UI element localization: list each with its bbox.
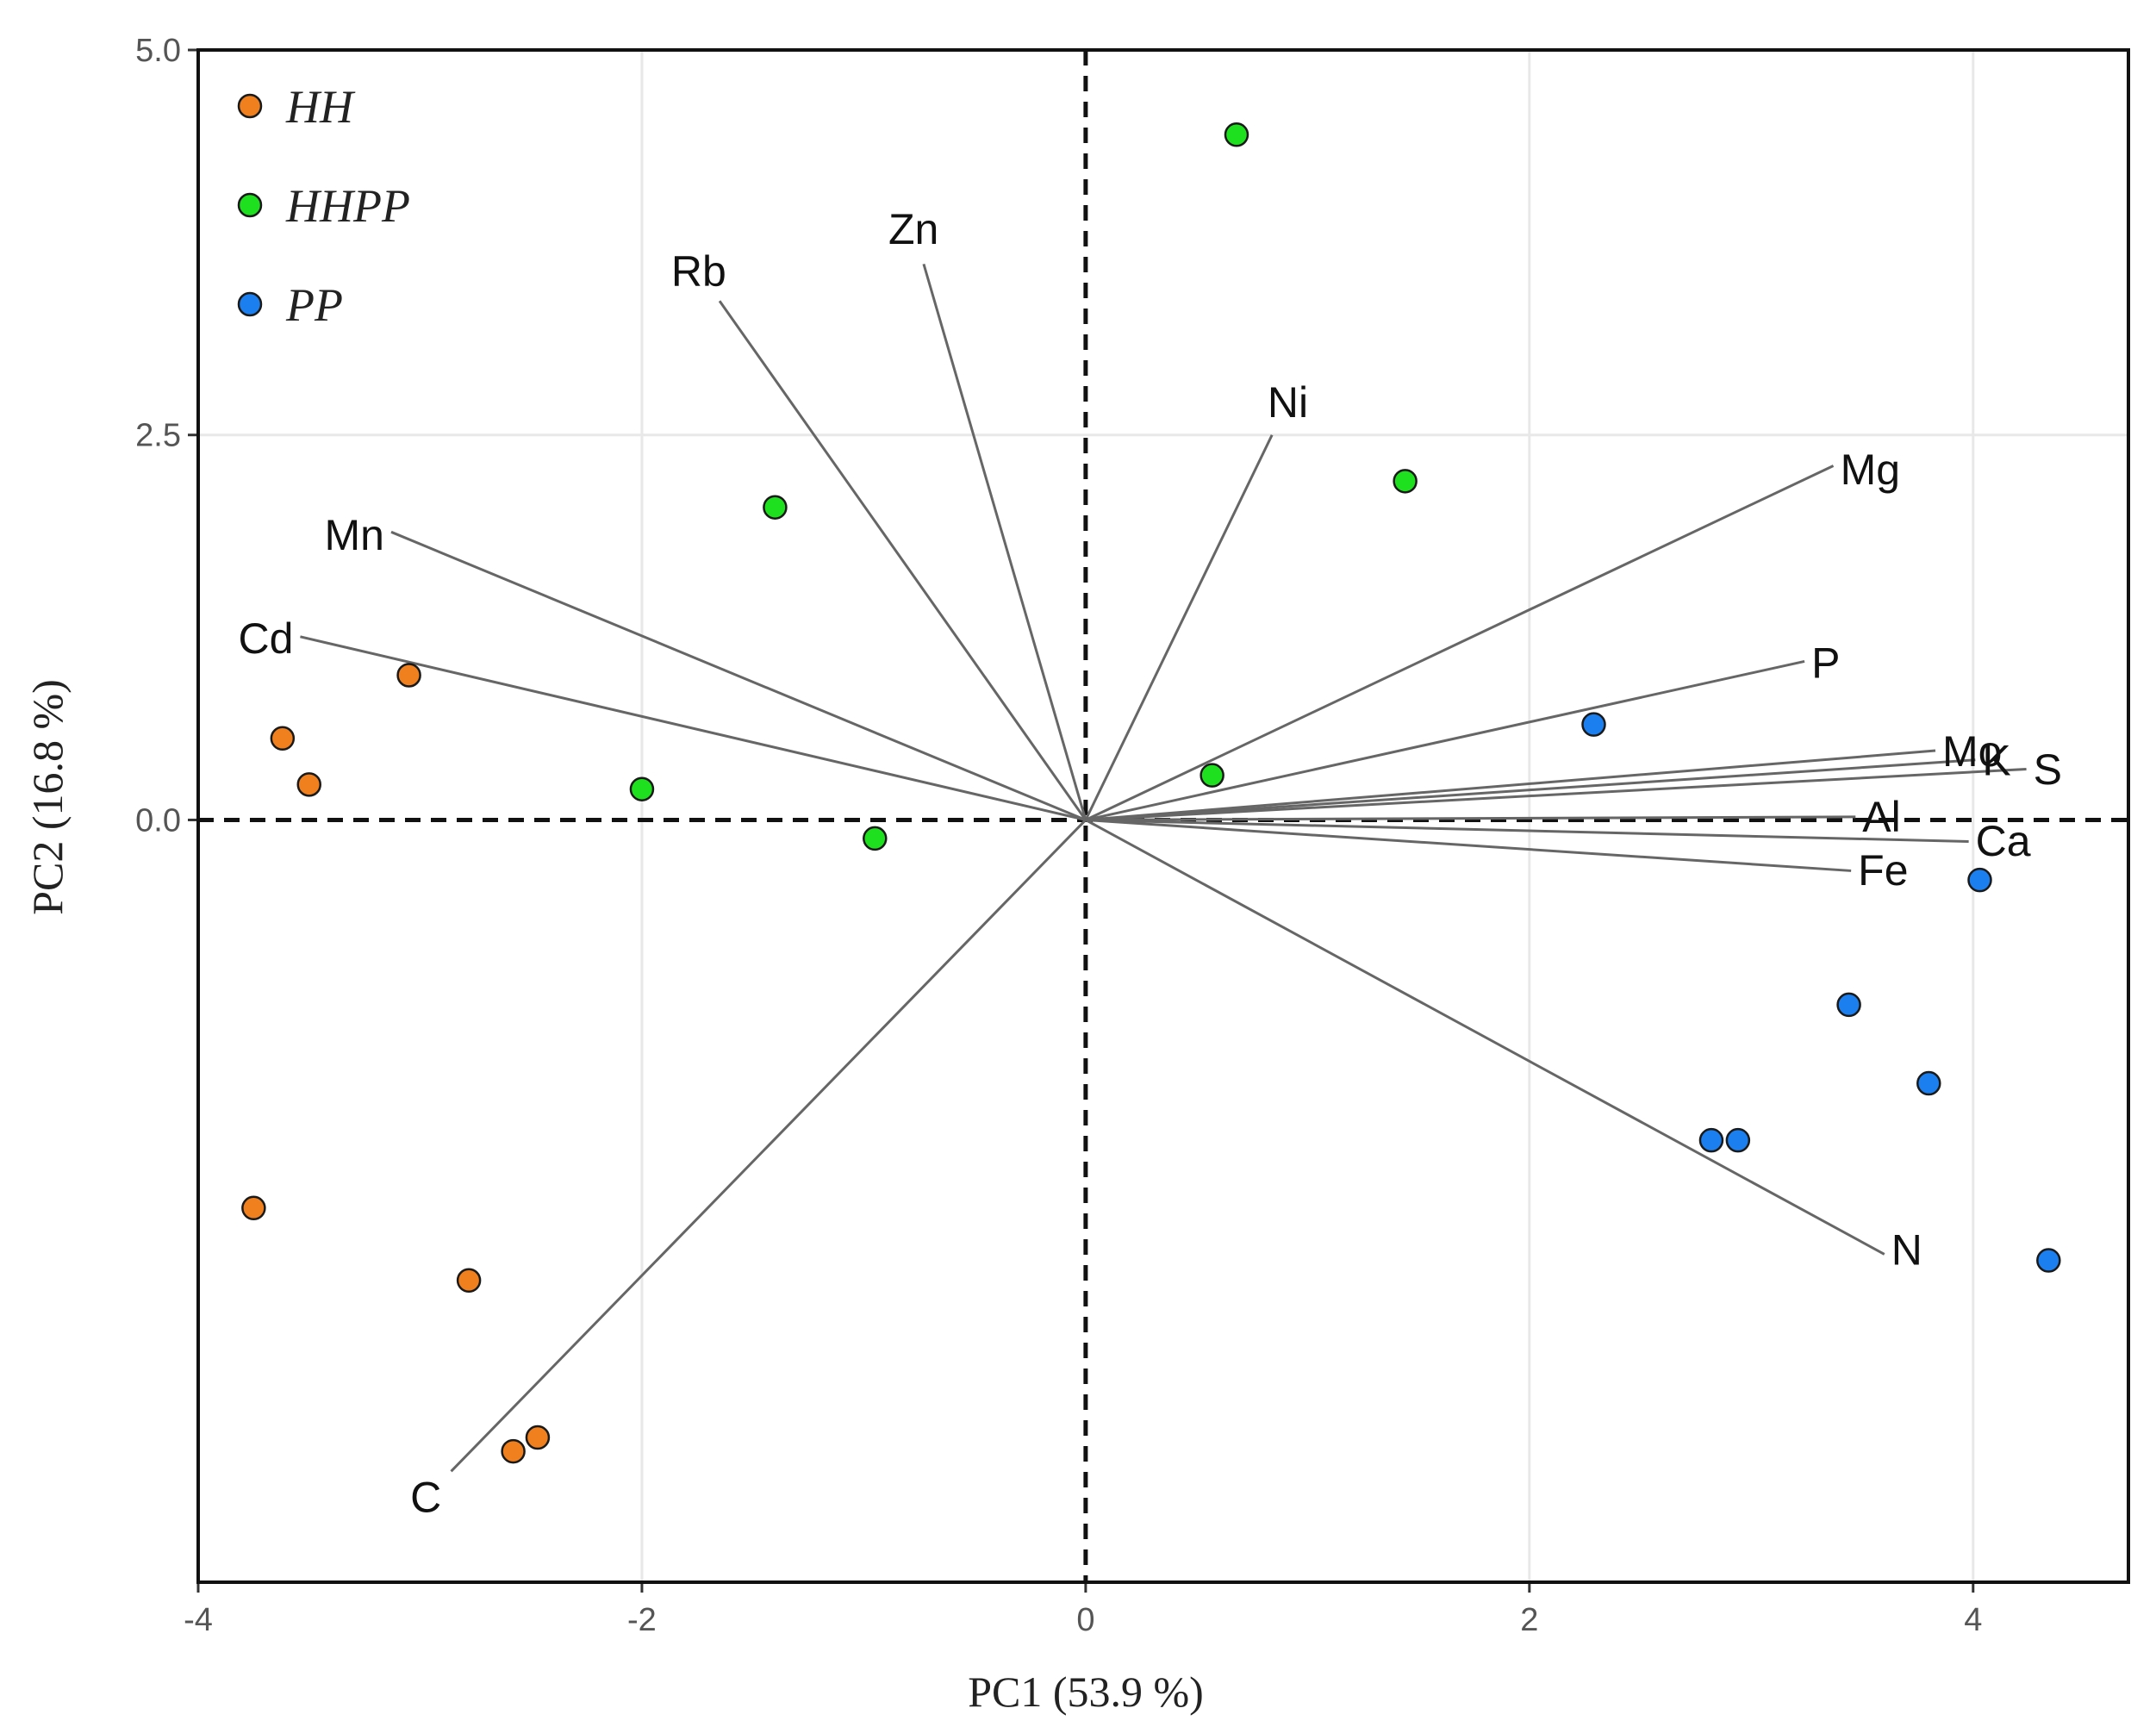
score-point-hhpp bbox=[1393, 469, 1418, 494]
x-tick-label: 2 bbox=[1520, 1602, 1538, 1638]
loading-vector-fe bbox=[1085, 818, 1852, 872]
score-point-hh bbox=[296, 772, 321, 797]
score-point-pp bbox=[1836, 992, 1861, 1018]
y-tick-label: 0.0 bbox=[135, 802, 181, 839]
legend-label-hhpp: HHPP bbox=[285, 180, 410, 232]
loading-label-mo: Mo bbox=[1942, 727, 2002, 776]
loading-vector-mn bbox=[390, 530, 1087, 821]
loading-label-ca: Ca bbox=[1976, 817, 2031, 865]
score-point-pp bbox=[1581, 712, 1606, 737]
loading-label-rb: Rb bbox=[671, 247, 726, 296]
score-point-hhpp bbox=[763, 495, 788, 520]
loading-vector-mo bbox=[1085, 749, 1936, 821]
loading-label-al: Al bbox=[1862, 793, 1900, 841]
x-tick-label: -4 bbox=[184, 1602, 213, 1638]
loading-label-c: C bbox=[410, 1473, 441, 1521]
score-point-pp bbox=[1725, 1127, 1751, 1153]
loading-labels: Rb Zn Ni Mg Mn Cd P MoK S Al Ca Fe N C bbox=[239, 205, 2062, 1521]
loading-label-p: P bbox=[1811, 639, 1840, 688]
score-point-hh bbox=[501, 1438, 526, 1464]
loading-vector-cd bbox=[300, 635, 1087, 821]
legend-marker-hhpp bbox=[237, 192, 263, 218]
loading-vector-s bbox=[1085, 768, 2027, 821]
legend-label-pp: PP bbox=[285, 279, 343, 331]
score-point-pp bbox=[1916, 1070, 1941, 1096]
loading-vector-rb bbox=[718, 300, 1087, 821]
y-tick-label: 5.0 bbox=[135, 33, 181, 69]
score-points bbox=[241, 122, 2061, 1464]
loading-label-s: S bbox=[2034, 745, 2062, 794]
legend-marker-hh bbox=[237, 93, 263, 119]
score-point-hh bbox=[270, 726, 296, 751]
loading-vector-mg bbox=[1085, 464, 1835, 821]
x-tick-label: 4 bbox=[1964, 1602, 1982, 1638]
x-tick-label: -2 bbox=[627, 1602, 657, 1638]
score-point-hh bbox=[241, 1195, 266, 1221]
score-point-hhpp bbox=[1200, 763, 1224, 788]
loading-label-mn: Mn bbox=[325, 511, 384, 559]
loading-label-cd: Cd bbox=[239, 614, 294, 663]
loading-vector-al bbox=[1085, 815, 1856, 821]
loading-vector-k bbox=[1085, 758, 1976, 821]
loading-vector-zn bbox=[922, 263, 1087, 820]
score-point-hh bbox=[396, 663, 421, 688]
score-point-pp bbox=[1698, 1127, 1724, 1153]
y-axis-title: PC2 (16.8 %) bbox=[23, 679, 72, 915]
loading-label-n: N bbox=[1891, 1226, 1922, 1275]
score-point-hh bbox=[525, 1425, 551, 1450]
legend: HH HHPP PP bbox=[237, 81, 410, 331]
legend-label-hh: HH bbox=[285, 81, 356, 133]
loading-vector-c bbox=[450, 819, 1087, 1473]
loading-label-zn: Zn bbox=[888, 205, 938, 253]
score-point-pp bbox=[1967, 867, 1992, 893]
loading-label-fe: Fe bbox=[1858, 846, 1908, 895]
axis-ticks: -4 -2 0 2 4 5.0 2.5 0.0 bbox=[135, 33, 1982, 1638]
loading-label-k: K bbox=[1982, 736, 2010, 784]
loading-vector-ca bbox=[1085, 818, 1969, 843]
loading-vector-n bbox=[1085, 819, 1885, 1256]
loading-label-mg: Mg bbox=[1841, 446, 1900, 494]
loading-label-ni: Ni bbox=[1268, 378, 1308, 427]
y-tick-label: 2.5 bbox=[135, 418, 181, 454]
score-point-hhpp bbox=[1224, 122, 1249, 147]
loading-vector-ni bbox=[1084, 434, 1274, 821]
score-point-hhpp bbox=[629, 776, 655, 801]
loading-vectors bbox=[300, 263, 2027, 1473]
score-point-hhpp bbox=[863, 826, 888, 851]
loading-vector-p bbox=[1085, 659, 1805, 821]
score-point-pp bbox=[2036, 1248, 2061, 1273]
legend-marker-pp bbox=[237, 291, 263, 317]
x-axis-title: PC1 (53.9 %) bbox=[968, 1668, 1204, 1716]
score-point-hh bbox=[456, 1268, 482, 1294]
x-tick-label: 0 bbox=[1076, 1602, 1094, 1638]
plot-frame bbox=[196, 48, 2130, 1584]
